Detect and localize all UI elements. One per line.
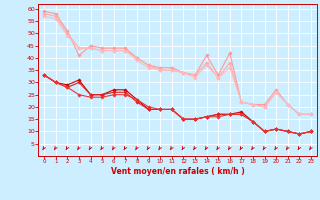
X-axis label: Vent moyen/en rafales ( km/h ): Vent moyen/en rafales ( km/h ) bbox=[111, 167, 244, 176]
